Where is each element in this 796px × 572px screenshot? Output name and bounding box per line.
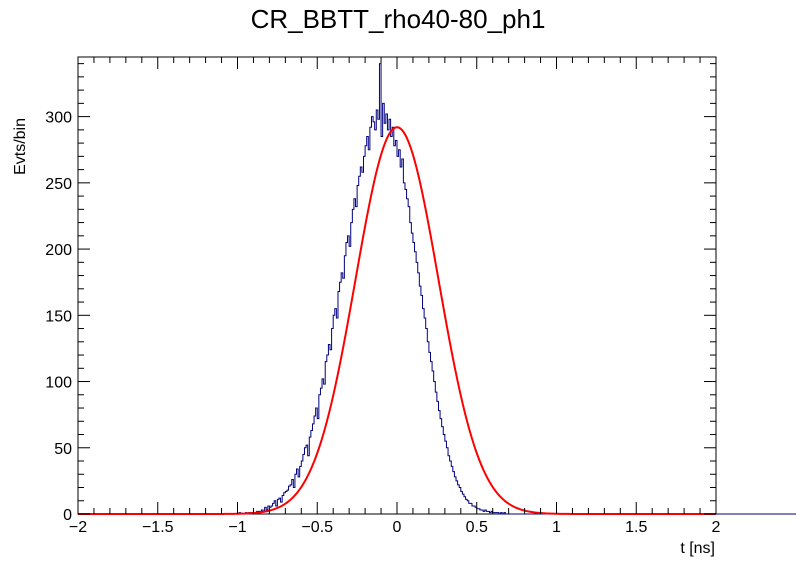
- y-tick-label: 250: [45, 176, 72, 193]
- gaussian-fit-curve: [78, 126, 716, 515]
- y-tick-label: 150: [45, 308, 72, 325]
- x-tick-label: 0: [393, 519, 402, 536]
- y-axis-label: Evts/bin: [12, 118, 29, 175]
- plot-frame: [77, 56, 717, 515]
- histogram-series: [78, 63, 796, 515]
- y-tick-label: 0: [63, 507, 72, 524]
- x-tick-label: −1.5: [142, 519, 174, 536]
- x-tick-label: 1.5: [625, 519, 647, 536]
- y-tick-label: 50: [54, 441, 72, 458]
- x-tick-label: −0.5: [301, 519, 333, 536]
- x-tick-label: 2: [712, 519, 721, 536]
- x-tick-label: 0.5: [466, 519, 488, 536]
- y-tick-label: 200: [45, 242, 72, 259]
- x-axis-label: t [ns]: [680, 540, 715, 557]
- x-tick-label: −1: [228, 519, 246, 536]
- chart-title: CR_BBTT_rho40-80_ph1: [251, 4, 546, 34]
- x-tick-label: 1: [552, 519, 561, 536]
- y-tick-label: 100: [45, 375, 72, 392]
- x-tick-label: −2: [69, 519, 87, 536]
- y-tick-label: 300: [45, 110, 72, 127]
